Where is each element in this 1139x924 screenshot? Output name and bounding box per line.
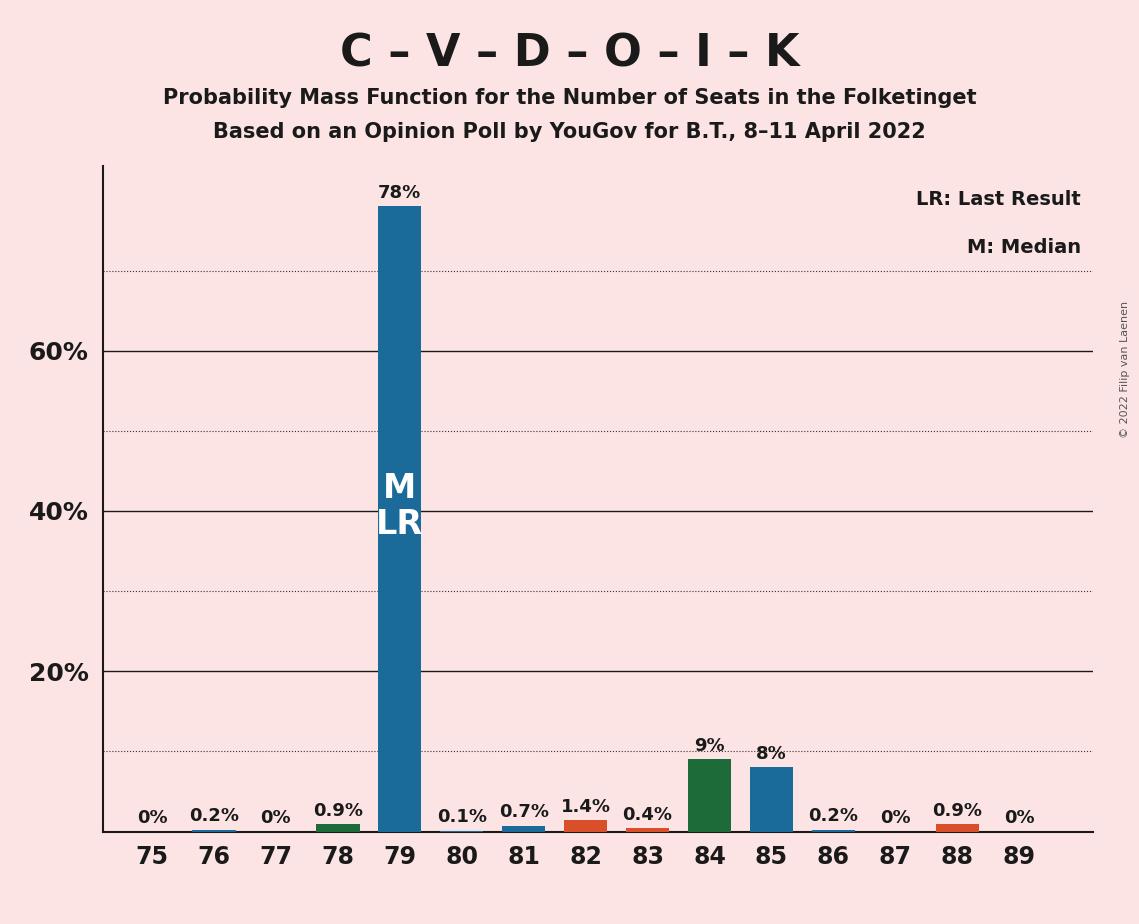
Bar bbox=[564, 821, 607, 832]
Text: M
LR: M LR bbox=[376, 472, 424, 541]
Text: 9%: 9% bbox=[694, 736, 724, 755]
Bar bbox=[812, 830, 855, 832]
Text: 0%: 0% bbox=[137, 808, 167, 827]
Text: Based on an Opinion Poll by YouGov for B.T., 8–11 April 2022: Based on an Opinion Poll by YouGov for B… bbox=[213, 122, 926, 142]
Text: C – V – D – O – I – K: C – V – D – O – I – K bbox=[339, 32, 800, 76]
Bar bbox=[502, 826, 546, 832]
Text: 0.9%: 0.9% bbox=[932, 802, 982, 820]
Bar bbox=[378, 206, 421, 832]
Bar bbox=[935, 824, 978, 832]
Text: 78%: 78% bbox=[378, 184, 421, 201]
Text: 0.1%: 0.1% bbox=[436, 808, 486, 826]
Bar bbox=[625, 829, 670, 832]
Text: 0%: 0% bbox=[880, 808, 910, 827]
Text: LR: Last Result: LR: Last Result bbox=[916, 190, 1081, 210]
Text: 0.2%: 0.2% bbox=[189, 808, 239, 825]
Text: © 2022 Filip van Laenen: © 2022 Filip van Laenen bbox=[1121, 301, 1130, 438]
Text: 8%: 8% bbox=[756, 745, 787, 762]
Text: 0.7%: 0.7% bbox=[499, 803, 549, 821]
Bar bbox=[749, 768, 793, 832]
Text: M: Median: M: Median bbox=[967, 238, 1081, 258]
Bar bbox=[688, 760, 731, 832]
Text: 0.4%: 0.4% bbox=[623, 806, 672, 823]
Text: 0.9%: 0.9% bbox=[313, 802, 363, 820]
Bar bbox=[192, 830, 236, 832]
Text: 0.2%: 0.2% bbox=[809, 808, 859, 825]
Text: 0%: 0% bbox=[261, 808, 292, 827]
Bar bbox=[317, 824, 360, 832]
Text: 1.4%: 1.4% bbox=[560, 797, 611, 816]
Text: 0%: 0% bbox=[1003, 808, 1034, 827]
Text: Probability Mass Function for the Number of Seats in the Folketinget: Probability Mass Function for the Number… bbox=[163, 88, 976, 108]
